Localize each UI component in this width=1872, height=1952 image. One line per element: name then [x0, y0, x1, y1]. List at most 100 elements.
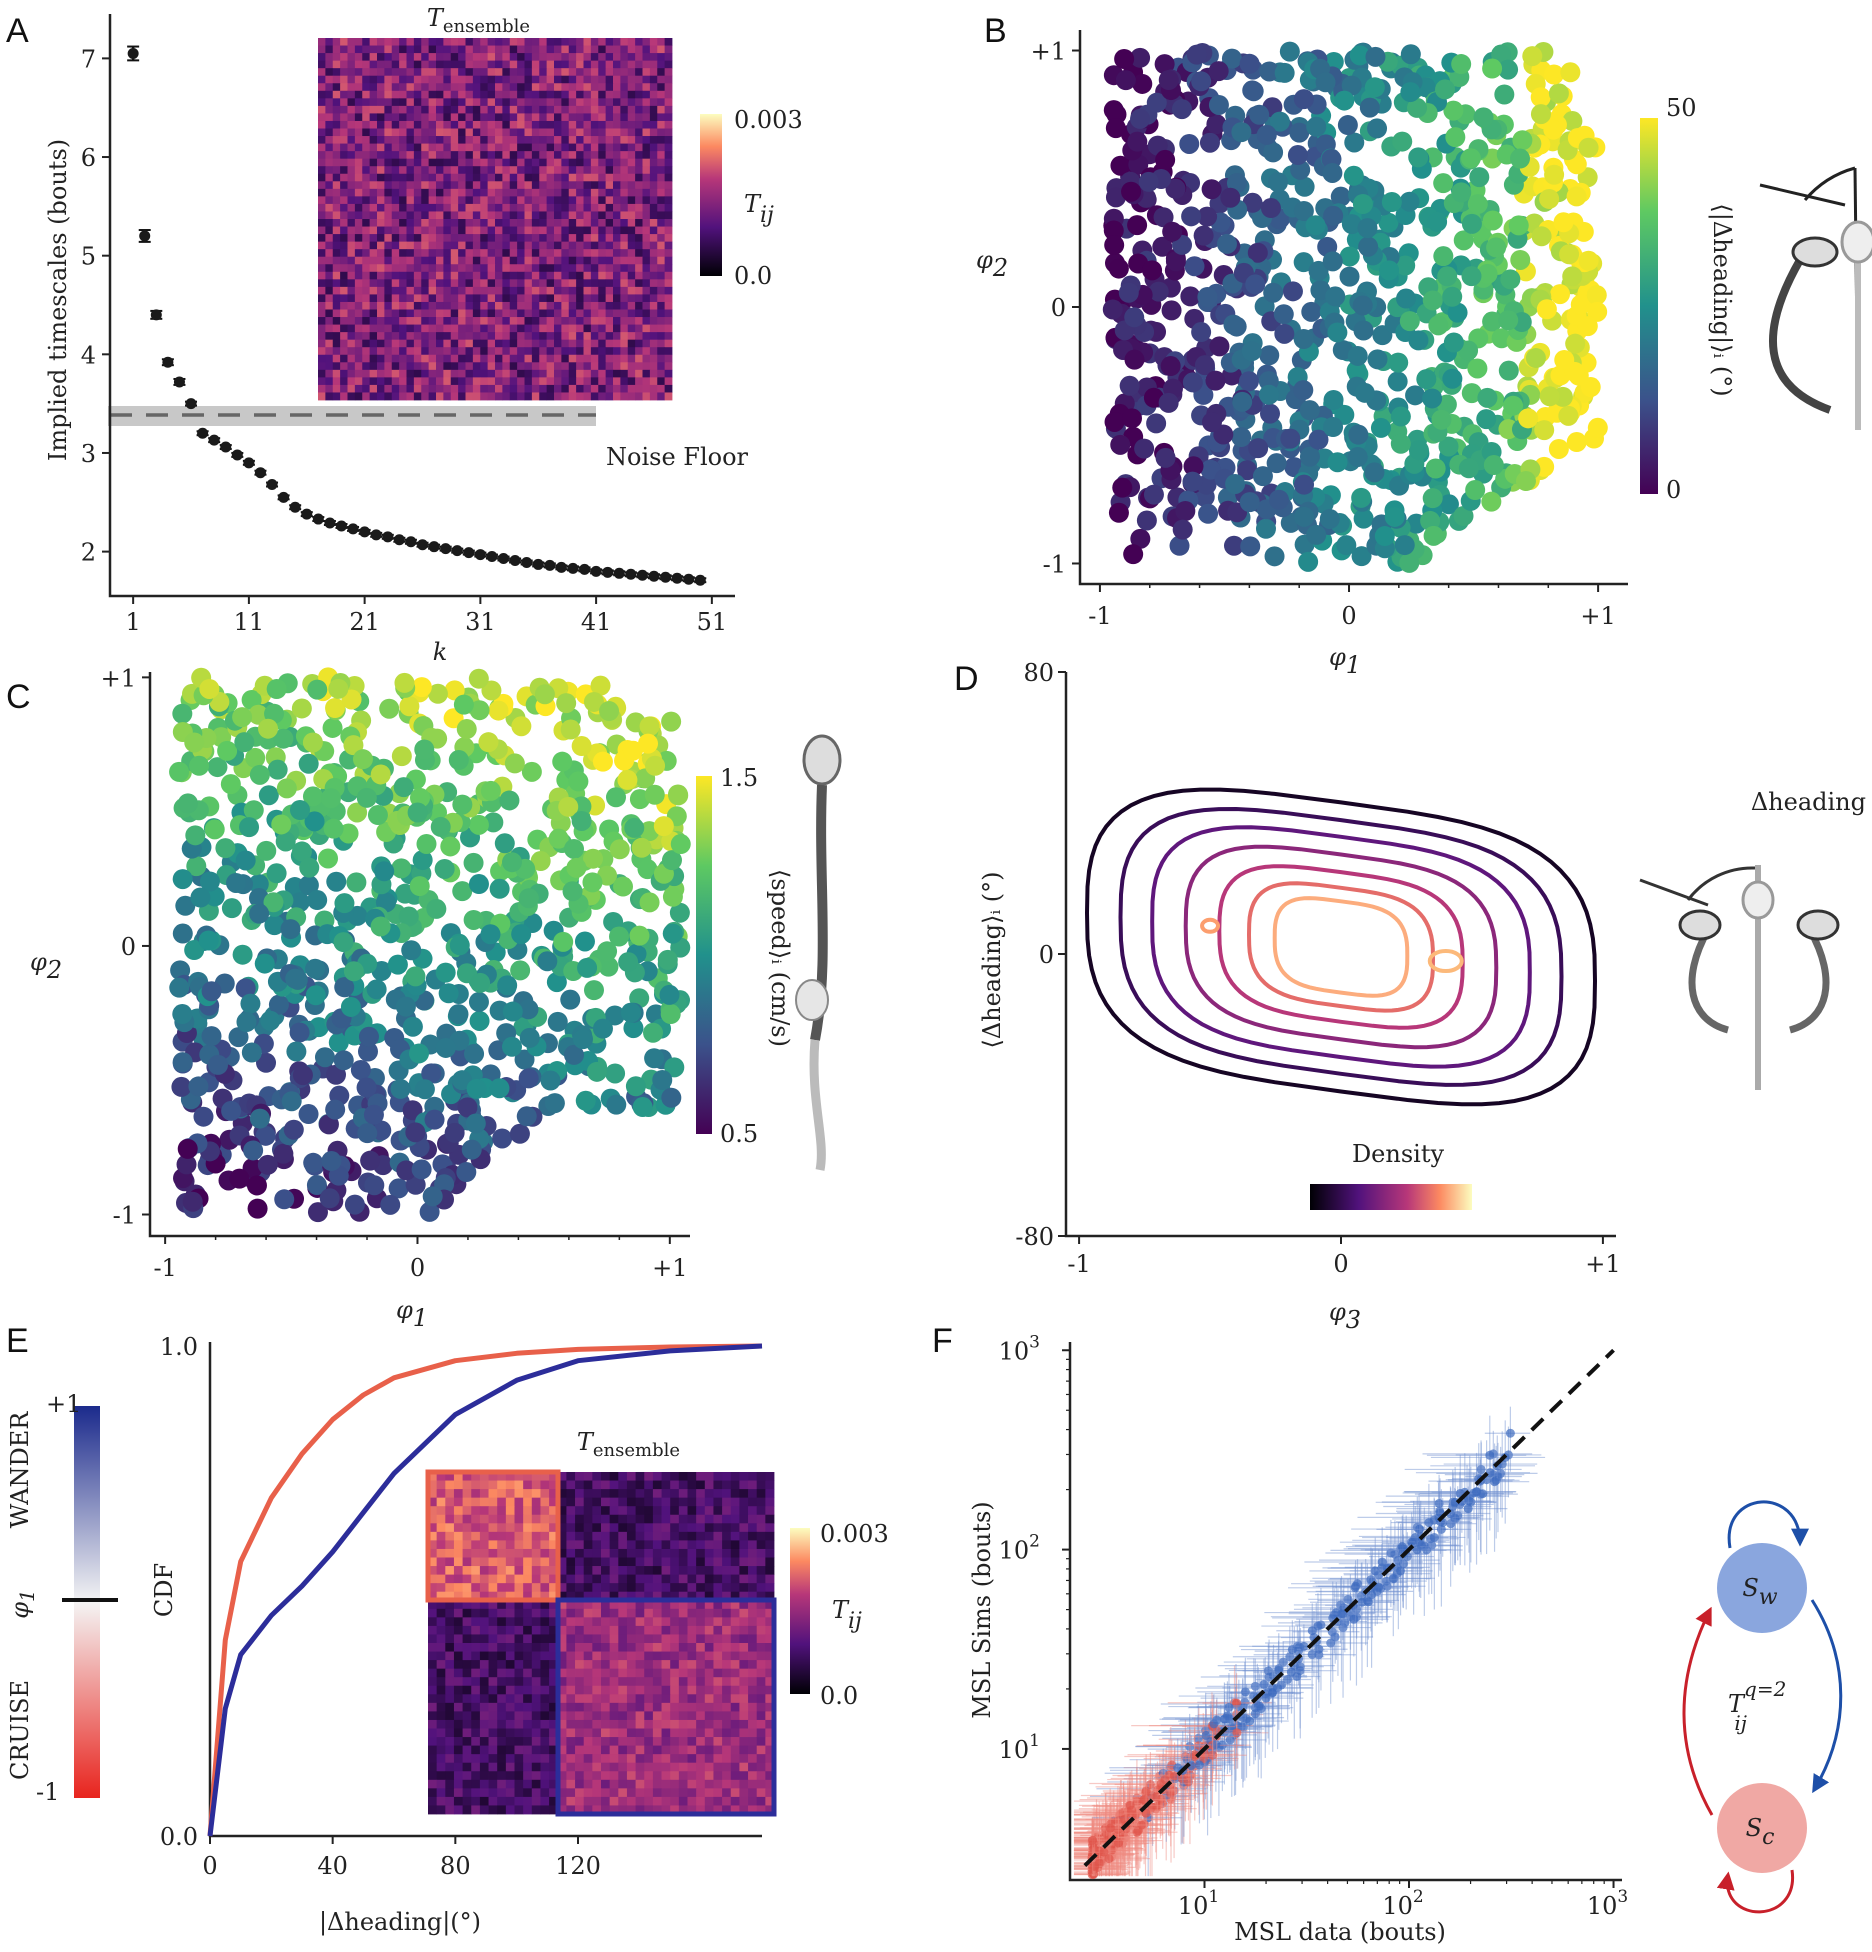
- panel-a-heatmap-cell: [583, 377, 592, 386]
- panel-a-heatmap-cell: [613, 347, 621, 356]
- panel-c-point: [422, 1186, 443, 1207]
- panel-a-heatmap-cell: [465, 151, 474, 160]
- panel-a-heatmap-cell: [399, 166, 407, 175]
- panel-e-heatmap-cell: [670, 1472, 680, 1481]
- panel-e-heatmap-cell: [428, 1548, 438, 1558]
- panel-a-heatmap-cell: [318, 279, 326, 288]
- panel-a-heatmap-cell: [465, 332, 474, 341]
- panel-a-heatmap-cell: [347, 151, 356, 160]
- panel-a-heatmap-cell: [649, 256, 658, 265]
- panel-a-heatmap-cell: [406, 181, 415, 190]
- panel-a-heatmap-cell: [517, 166, 525, 175]
- panel-a-heatmap-cell: [472, 226, 481, 235]
- panel-a-heatmap-cell: [354, 264, 363, 273]
- panel-a-heatmap-cell: [657, 347, 666, 356]
- panel-a-heatmap-cell: [436, 143, 444, 152]
- panel-a-heatmap-cell: [576, 173, 584, 182]
- panel-a-heatmap-cell: [354, 324, 363, 333]
- panel-a-heatmap-cell: [318, 377, 326, 386]
- panel-e-heatmap-cell: [722, 1531, 732, 1541]
- panel-a-heatmap-cell: [369, 136, 378, 144]
- panel-a-heatmap-cell: [318, 136, 326, 144]
- panel-a-heatmap-cell: [635, 354, 643, 363]
- panel-a-heatmap-cell: [627, 309, 636, 318]
- panel-a-heatmap-cell: [436, 234, 444, 243]
- panel-b-point: [1161, 300, 1182, 321]
- panel-e-heatmap-cell: [583, 1497, 593, 1507]
- panel-a-heatmap-cell: [472, 196, 481, 205]
- panel-a-heatmap-cell: [590, 219, 599, 227]
- panel-a-heatmap-cell: [620, 75, 629, 84]
- panel-e-heatmap-cell: [523, 1480, 533, 1490]
- panel-a-heatmap-cell: [539, 317, 548, 325]
- panel-a-heatmap-cell: [325, 317, 334, 325]
- panel-a-heatmap-cell: [406, 211, 415, 220]
- panel-d-ytick-label: -80: [1015, 1223, 1054, 1251]
- panel-b-point: [1577, 316, 1598, 337]
- panel-a-heatmap-cell: [377, 136, 385, 144]
- panel-c-point: [511, 924, 532, 945]
- panel-a-heatmap-cell: [524, 301, 533, 310]
- panel-a-heatmap-cell: [642, 45, 651, 54]
- panel-a-heatmap-cell: [561, 309, 570, 318]
- panel-c-point: [537, 951, 558, 972]
- panel-a-heatmap-cell: [450, 105, 459, 114]
- panel-a-heatmap-cell: [554, 369, 562, 378]
- panel-a-heatmap-cell: [517, 211, 525, 220]
- panel-a-heatmap-cell: [642, 75, 651, 84]
- panel-a-heatmap-cell: [502, 173, 511, 182]
- panel-b-xtick-label: 0: [1341, 602, 1356, 630]
- panel-a-heatmap-cell: [480, 188, 489, 197]
- panel-a-heatmap-cell: [664, 83, 673, 92]
- panel-a-heatmap-cell: [421, 309, 430, 318]
- panel-a-heatmap-cell: [554, 151, 562, 160]
- panel-a-heatmap-cell: [554, 317, 562, 325]
- panel-a-heatmap-cell: [568, 90, 577, 99]
- panel-a-heatmap-cell: [517, 286, 525, 295]
- panel-a-heatmap-cell: [332, 196, 341, 205]
- panel-a-heatmap-cell: [354, 271, 363, 280]
- panel-a-heatmap-cell: [583, 392, 592, 401]
- panel-a-heatmap-cell: [657, 68, 666, 77]
- panel-c-point: [464, 1043, 485, 1064]
- panel-b-point: [1298, 551, 1319, 572]
- panel-a-heatmap-cell: [362, 105, 371, 114]
- panel-e-heatmap-cell: [609, 1506, 619, 1516]
- panel-e-heatmap-cell: [704, 1506, 714, 1516]
- panel-a-heatmap-cell: [487, 324, 496, 333]
- panel-a-heatmap-cell: [649, 211, 658, 220]
- panel-a-heatmap-cell: [664, 45, 673, 54]
- panel-a-heatmap-cell: [406, 53, 415, 62]
- panel-a-heatmap-cell: [627, 196, 636, 205]
- panel-a-heatmap-cell: [598, 158, 607, 167]
- panel-a-heatmap-cell: [561, 113, 570, 122]
- panel-a-heatmap-cell: [340, 286, 348, 295]
- panel-b-point: [1323, 417, 1344, 438]
- panel-a-heatmap-cell: [517, 264, 525, 273]
- panel-a-heatmap-cell: [561, 173, 570, 182]
- panel-a-heatmap-cell: [480, 264, 489, 273]
- panel-a-heatmap-cell: [627, 301, 636, 310]
- panel-a-heatmap-cell: [472, 68, 481, 77]
- panel-e-heatmap-cell: [592, 1514, 602, 1524]
- panel-a-heatmap-cell: [657, 128, 666, 137]
- panel-a-heatmap-cell: [406, 219, 415, 227]
- panel-a-heatmap-cell: [362, 113, 371, 122]
- panel-e-heatmap-cell: [523, 1497, 533, 1507]
- panel-a-heatmap-cell: [332, 151, 341, 160]
- panel-b-point: [1364, 77, 1385, 98]
- panel-a-heatmap-cell: [531, 362, 540, 371]
- panel-e-heatmap-cell: [644, 1489, 654, 1499]
- panel-a-heatmap-cell: [576, 226, 584, 235]
- panel-c-xlabel: φ1: [396, 1296, 428, 1332]
- panel-a-heatmap-cell: [524, 347, 533, 356]
- panel-c-point: [172, 1052, 193, 1073]
- panel-a-heatmap-cell: [458, 324, 466, 333]
- panel-a-heatmap-cell: [664, 279, 673, 288]
- panel-a-heatmap-cell: [472, 324, 481, 333]
- panel-b-point: [1198, 503, 1219, 524]
- panel-a-heatmap-cell: [635, 324, 643, 333]
- panel-a-heatmap-cell: [509, 347, 518, 356]
- panel-a-heatmap-cell: [531, 151, 540, 160]
- panel-a-heatmap-cell: [340, 90, 348, 99]
